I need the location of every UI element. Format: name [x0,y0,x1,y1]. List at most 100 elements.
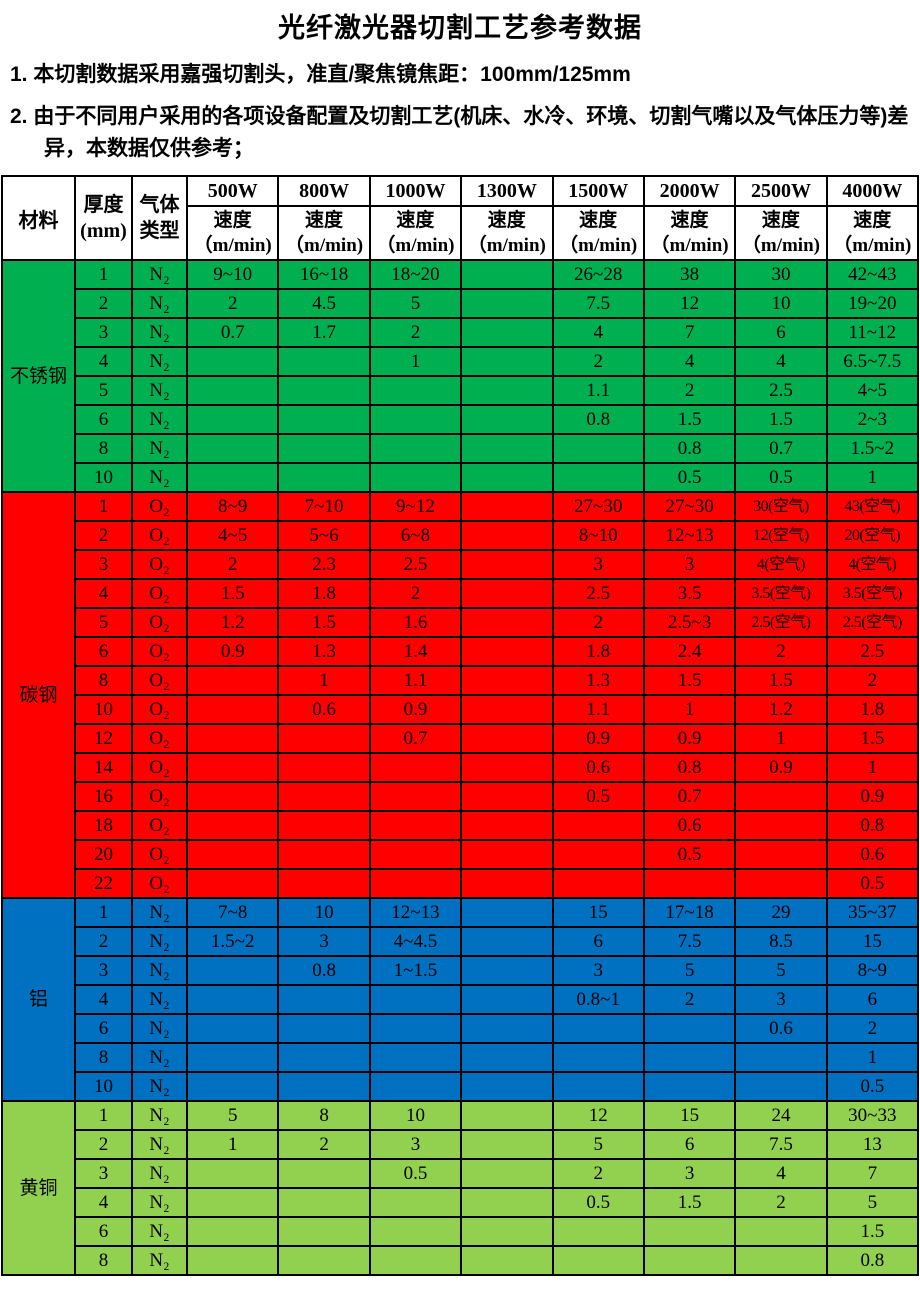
note-2: 2. 由于不同用户采用的各项设备配置及切割工艺(机床、水冷、环境、切割气嘴以及气… [10,105,909,160]
speed-cell: 11~12 [825,317,920,348]
speed-cell [460,723,554,754]
speed-cell: 1.6 [368,607,463,638]
speed-cell: 0.8~1 [551,984,645,1015]
table-row: 12 O₂ 0.7 0.9 0.9 1 1.5 [2,723,920,754]
speed-cell [460,781,554,812]
speed-cell: 2 [185,549,280,580]
page-title: 光纤激光器切割工艺参考数据 [278,13,642,43]
speed-cell: 1.5 [825,723,920,754]
speed-cell [460,1216,554,1247]
speed-cell [460,752,554,783]
speed-cell: 1.8 [825,694,920,725]
speed-cell: 3 [277,926,371,957]
gas-cell: O₂ [131,810,188,841]
thickness-cell: 5 [74,607,133,638]
speed-cell: 1.4 [368,636,463,667]
thickness-cell: 2 [74,1129,133,1160]
speed-cell: 0.9 [368,694,463,725]
table-row: 16 O₂ 0.5 0.7 0.9 [2,781,920,812]
speed-cell: 6 [734,317,828,348]
speed-cell [460,433,554,464]
speed-cell: 1~1.5 [368,955,463,986]
table-row: 4 N₂ 1 2 4 4 6.5~7.5 [2,346,920,377]
gas-cell: O₂ [131,752,188,783]
laser-cutting-reference-page: 光纤激光器切割工艺参考数据 1. 本切割数据采用嘉强切割头，准直/聚焦镜焦距：1… [0,6,920,1276]
gas-cell: O₂ [131,839,188,870]
speed-cell: 2 [551,607,645,638]
speed-cell [460,1187,554,1218]
speed-cell [185,1216,280,1247]
table-row: 6 O₂ 0.9 1.3 1.4 1.8 2.4 2 2.5 [2,636,920,667]
thickness-cell: 10 [74,462,133,493]
thickness-cell: 1 [74,897,133,928]
speed-cell: 0.5 [642,462,737,493]
speed-cell: 1.5~2 [185,926,280,957]
thickness-cell: 1 [74,1100,133,1131]
thickness-cell: 4 [74,1187,133,1218]
thickness-cell: 2 [74,926,133,957]
header-power-500w: 500W [185,175,280,207]
speed-cell [642,1245,737,1276]
speed-cell: 1.5 [185,578,280,609]
table-row: 3 N₂ 0.8 1~1.5 3 5 5 8~9 [2,955,920,986]
header-speed-800w: 速度 （m/min) [277,205,371,261]
thickness-cell: 6 [74,404,133,435]
speed-cell [277,375,371,406]
speed-cell [460,1013,554,1044]
thickness-cell: 8 [74,1245,133,1276]
speed-cell: 3 [551,955,645,986]
speed-cell [185,665,280,696]
speed-cell [642,1216,737,1247]
speed-cell: 30 [734,259,828,290]
speed-cell: 2 [551,1158,645,1189]
speed-cell: 5~6 [277,520,371,551]
header-power-2500w: 2500W [734,175,828,207]
speed-cell: 1.5 [277,607,371,638]
speed-cell: 0.6 [277,694,371,725]
speed-cell: 1.2 [734,694,828,725]
speed-cell: 2 [825,1013,920,1044]
speed-cell [277,1158,371,1189]
thickness-cell: 6 [74,1013,133,1044]
speed-cell: 0.9 [642,723,737,754]
gas-cell: O₂ [131,636,188,667]
speed-cell: 5 [734,955,828,986]
speed-cell [277,839,371,870]
thickness-cell: 6 [74,1216,133,1247]
speed-cell: 8 [277,1100,371,1131]
speed-cell [734,839,828,870]
speed-cell: 0.5 [825,868,920,899]
speed-cell: 10 [368,1100,463,1131]
speed-cell [551,1013,645,1044]
speed-cell [185,404,280,435]
speed-cell: 2.5~3 [642,607,737,638]
speed-cell: 1.1 [368,665,463,696]
speed-cell [368,1071,463,1102]
speed-cell [460,839,554,870]
table-row: 8 N₂ 1 [2,1042,920,1073]
speed-cell: 1.5 [642,1187,737,1218]
speed-cell: 0.6 [551,752,645,783]
table-row: 碳钢 1 O₂ 8~9 7~10 9~12 27~30 27~30 30(空气) 43(空气) [1,491,920,899]
speed-cell: 2.5 [734,375,828,406]
speed-cell: 4~5 [185,520,280,551]
speed-cell: 15 [551,897,645,928]
speed-cell: 29 [734,897,828,928]
speed-cell [734,1216,828,1247]
gas-cell: O₂ [131,781,188,812]
speed-cell: 5 [551,1129,645,1160]
speed-cell: 2 [185,288,280,319]
material-cell: 不锈钢 [1,259,76,493]
speed-cell [368,375,463,406]
speed-cell: 2 [277,1129,371,1160]
speed-cell: 12~13 [642,520,737,551]
speed-cell [277,433,371,464]
cutting-data-table: 材料 厚度 (mm) 气体 类型 500W 800W 1000W 1300W 1… [1,175,920,1276]
speed-cell: 1.2 [185,607,280,638]
speed-cell: 0.8 [551,404,645,435]
table-row: 5 N₂ 1.1 2 2.5 4~5 [2,375,920,406]
speed-cell: 30(空气) [734,491,828,522]
speed-cell [368,1216,463,1247]
speed-cell [460,346,554,377]
speed-cell: 7~8 [185,897,280,928]
